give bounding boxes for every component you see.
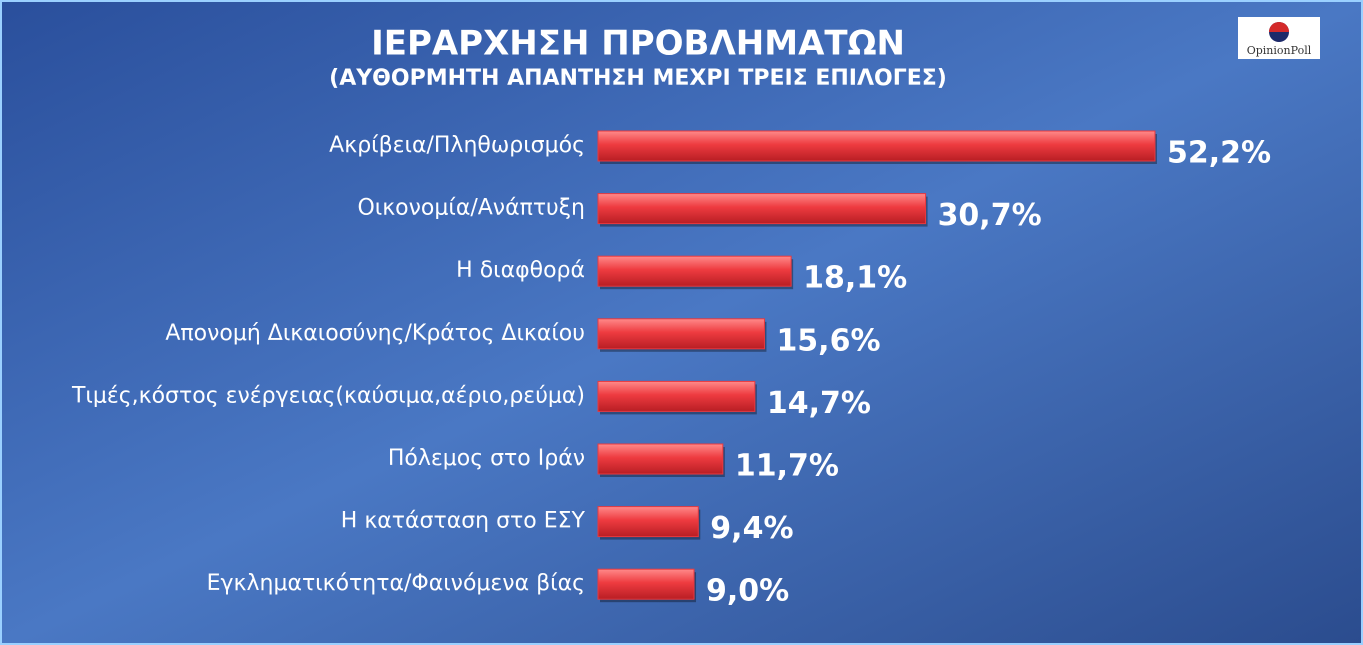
category-label: Πόλεμος στο Ιράν bbox=[388, 446, 585, 471]
category-label: Η διαφθορά bbox=[456, 258, 585, 283]
chart-title: ΙΕΡΑΡΧΗΣΗ ΠΡΟΒΛΗΜΑΤΩΝ bbox=[371, 24, 905, 64]
category-label: Η κατάσταση στο ΕΣΥ bbox=[341, 509, 586, 534]
bar bbox=[597, 568, 695, 600]
bar bbox=[597, 380, 756, 412]
chart-subtitle: (ΑΥΘΟΡΜΗΤΗ ΑΠΑΝΤΗΣΗ ΜΕΧΡΙ ΤΡΕΙΣ ΕΠΙΛΟΓΕΣ… bbox=[329, 66, 947, 91]
category-label: Εγκληματικότητα/Φαινόμενα βίας bbox=[207, 571, 585, 596]
logo-mark-top bbox=[1269, 22, 1289, 32]
bar bbox=[597, 130, 1156, 162]
source: OpinionPoll bbox=[1247, 44, 1312, 57]
value-label: 15,6% bbox=[776, 323, 880, 358]
value-label: 18,1% bbox=[803, 261, 907, 296]
category-label: Ακρίβεια/Πληθωρισμός bbox=[329, 133, 585, 158]
category-label: Απονομή Δικαιοσύνης/Κράτος Δικαίου bbox=[165, 321, 585, 346]
value-label: 14,7% bbox=[767, 386, 871, 421]
bar bbox=[597, 255, 792, 287]
value-label: 30,7% bbox=[938, 198, 1042, 233]
value-label: 9,0% bbox=[706, 574, 789, 609]
bar bbox=[597, 443, 724, 475]
bar bbox=[597, 318, 765, 350]
category-label: Οικονομία/Ανάπτυξη bbox=[357, 196, 585, 221]
bar bbox=[597, 193, 927, 225]
category-label: Τιμές,κόστος ενέργειας(καύσιμα,αέριο,ρεύ… bbox=[71, 383, 585, 408]
value-label: 52,2% bbox=[1167, 136, 1271, 171]
value-label: 9,4% bbox=[710, 511, 793, 546]
bar bbox=[597, 506, 699, 538]
value-label: 11,7% bbox=[735, 449, 839, 484]
